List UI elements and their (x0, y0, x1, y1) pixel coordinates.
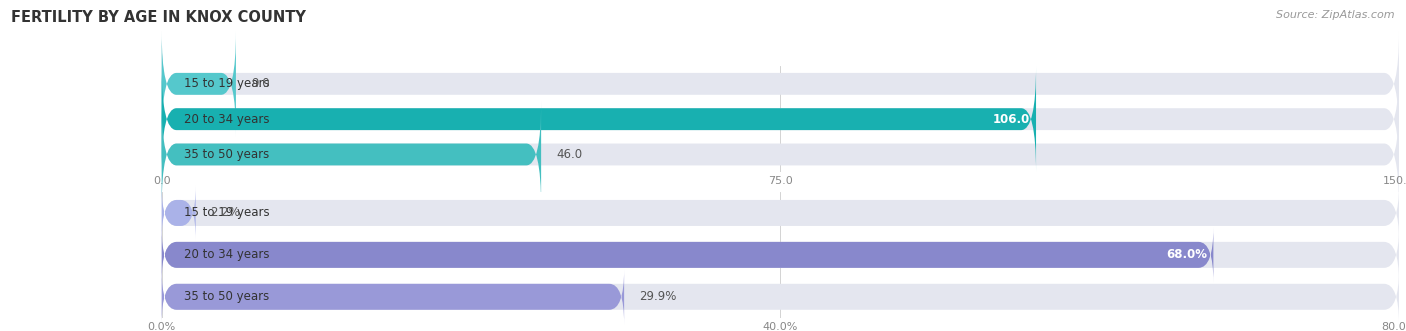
Text: FERTILITY BY AGE IN KNOX COUNTY: FERTILITY BY AGE IN KNOX COUNTY (11, 10, 307, 25)
FancyBboxPatch shape (162, 269, 624, 324)
Text: 15 to 19 years: 15 to 19 years (184, 207, 270, 219)
Text: Source: ZipAtlas.com: Source: ZipAtlas.com (1277, 10, 1395, 20)
Text: 68.0%: 68.0% (1166, 248, 1208, 261)
FancyBboxPatch shape (162, 31, 236, 136)
Text: 15 to 19 years: 15 to 19 years (184, 77, 270, 90)
FancyBboxPatch shape (162, 67, 1399, 172)
FancyBboxPatch shape (162, 186, 195, 240)
Text: 20 to 34 years: 20 to 34 years (184, 113, 270, 126)
FancyBboxPatch shape (162, 186, 1399, 240)
FancyBboxPatch shape (162, 102, 1399, 207)
Text: 106.0: 106.0 (993, 113, 1029, 126)
FancyBboxPatch shape (162, 67, 1036, 172)
FancyBboxPatch shape (162, 31, 1399, 136)
FancyBboxPatch shape (162, 102, 541, 207)
Text: 35 to 50 years: 35 to 50 years (184, 290, 269, 303)
Text: 29.9%: 29.9% (638, 290, 676, 303)
Text: 46.0: 46.0 (555, 148, 582, 161)
Text: 35 to 50 years: 35 to 50 years (184, 148, 269, 161)
FancyBboxPatch shape (162, 269, 1399, 324)
FancyBboxPatch shape (162, 228, 1213, 282)
FancyBboxPatch shape (162, 228, 1399, 282)
Text: 20 to 34 years: 20 to 34 years (184, 248, 270, 261)
Text: 2.2%: 2.2% (211, 207, 240, 219)
Text: 9.0: 9.0 (250, 77, 270, 90)
